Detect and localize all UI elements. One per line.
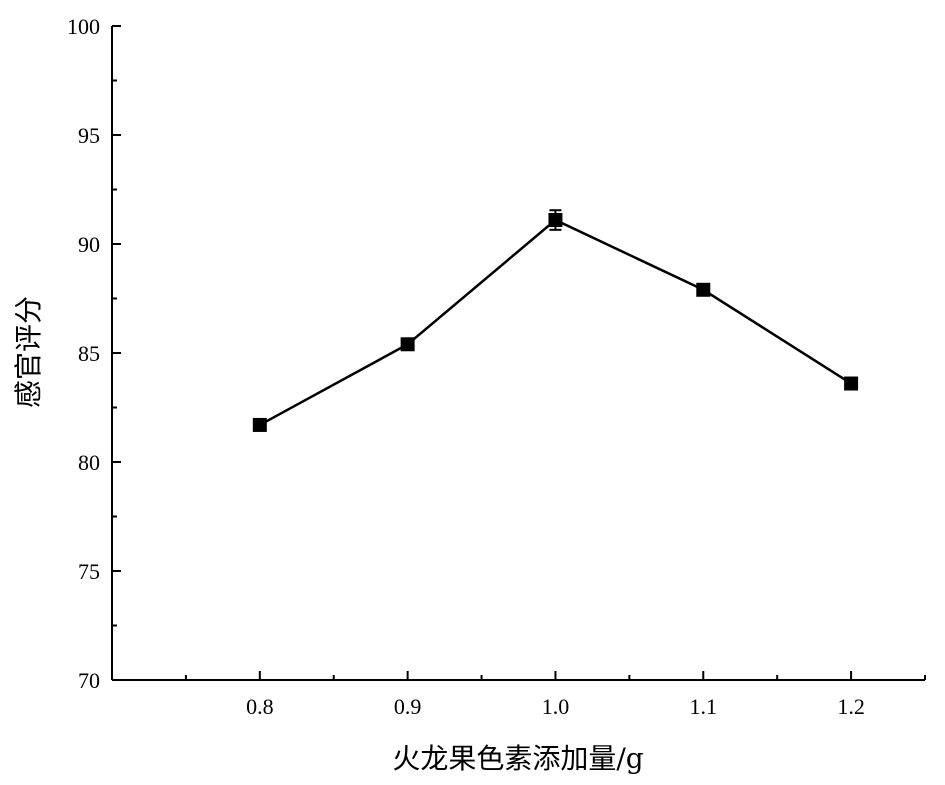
data-point <box>844 376 859 391</box>
data-point <box>696 282 711 297</box>
y-tick-label: 70 <box>78 668 100 693</box>
data-point <box>400 337 415 352</box>
y-tick-label: 85 <box>78 341 100 366</box>
data-point <box>548 213 563 228</box>
x-axis-title: 火龙果色素添加量/g <box>392 742 643 775</box>
data-point <box>252 417 267 432</box>
y-tick-label: 75 <box>78 559 100 584</box>
y-tick-label: 100 <box>67 14 100 39</box>
y-axis-title: 感官评分 <box>12 296 45 408</box>
y-tick-label: 95 <box>78 123 100 148</box>
x-tick-label: 0.8 <box>246 694 274 719</box>
x-tick-label: 1.2 <box>837 694 865 719</box>
axes: 70 75 80 85 90 95 100 0.8 0.9 1.0 1.1 1.2 <box>67 14 926 719</box>
x-tick-label: 1.0 <box>542 694 570 719</box>
x-tick-label: 0.9 <box>394 694 422 719</box>
series-line <box>259 218 852 427</box>
y-tick-label: 90 <box>78 232 100 257</box>
y-tick-label: 80 <box>78 450 100 475</box>
x-tick-label: 1.1 <box>690 694 718 719</box>
series-layer <box>252 209 859 432</box>
